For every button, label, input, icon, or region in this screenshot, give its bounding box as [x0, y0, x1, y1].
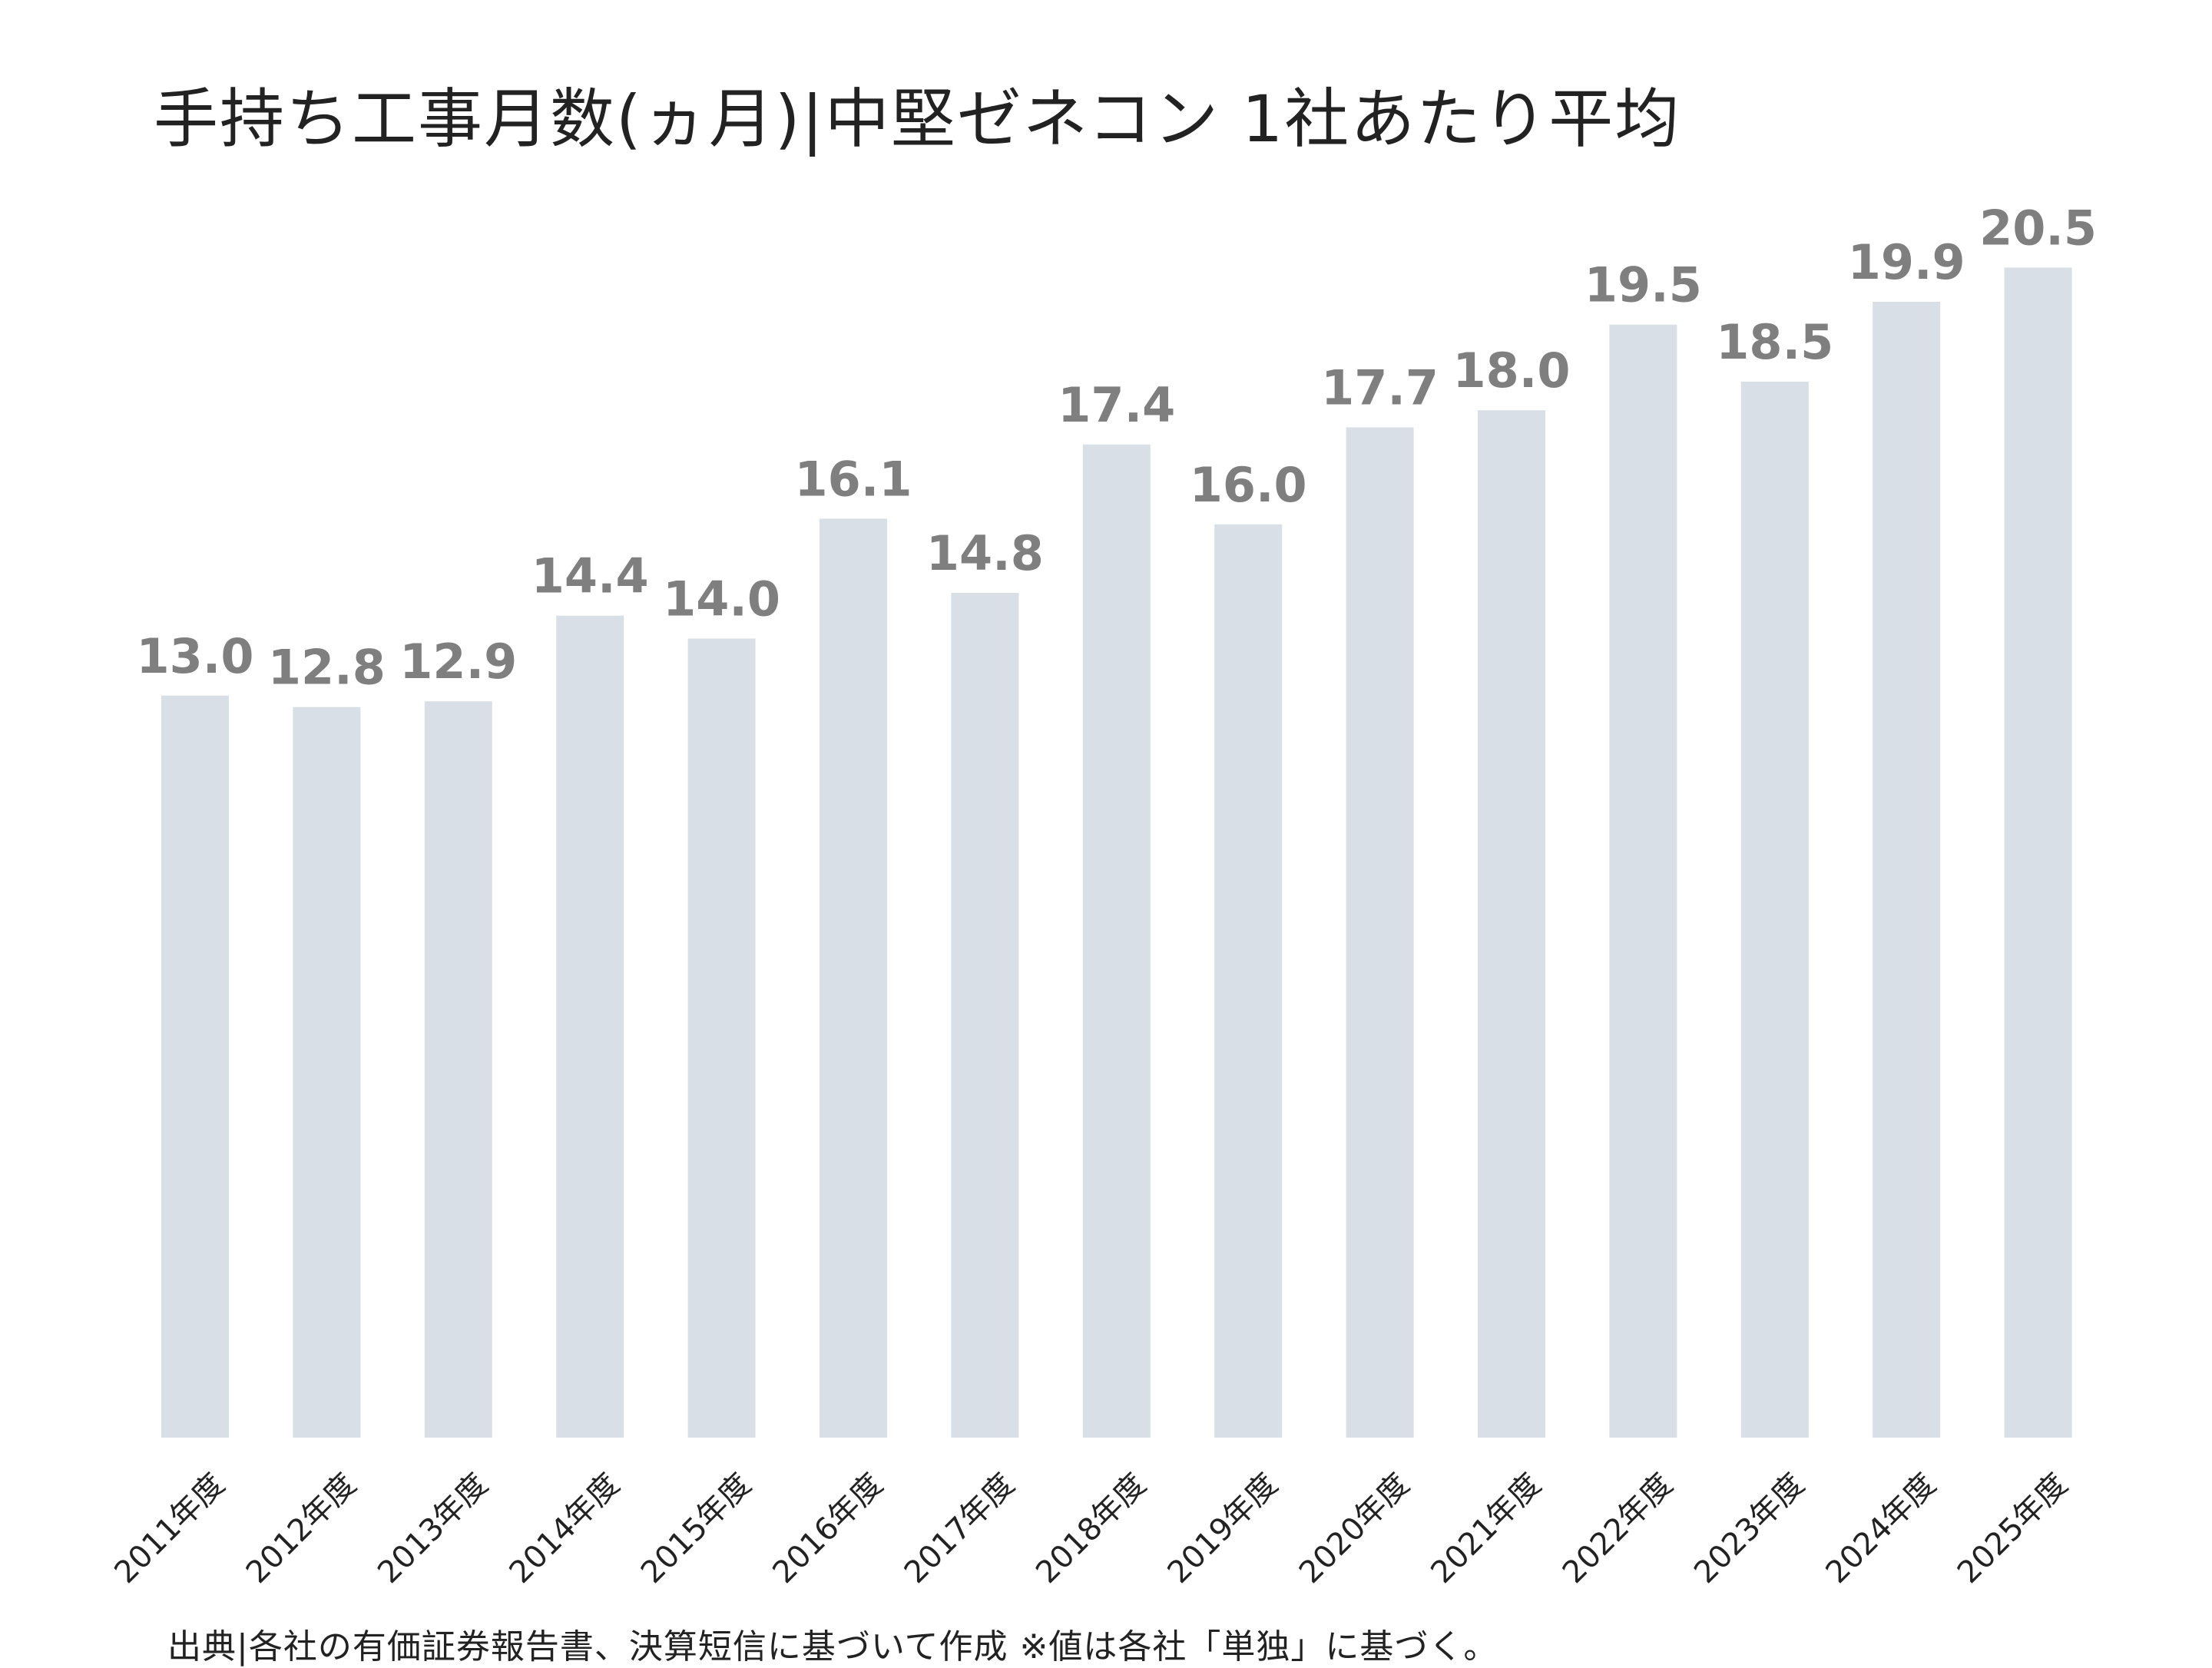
category-label: 2019年度	[1161, 1467, 1285, 1590]
category-label: 2013年度	[371, 1467, 495, 1590]
value-label: 12.9	[399, 634, 517, 690]
bar-2011年度	[161, 695, 229, 1438]
bar-2020年度	[1346, 427, 1414, 1438]
value-label: 19.5	[1584, 257, 1702, 313]
bar-2014年度	[556, 615, 624, 1438]
value-label: 20.5	[1979, 200, 2097, 256]
category-label: 2017年度	[898, 1467, 1022, 1590]
bar-2022年度	[1609, 324, 1677, 1438]
value-label: 12.8	[268, 640, 386, 696]
value-label: 18.5	[1716, 314, 1833, 370]
value-label: 14.8	[926, 525, 1044, 581]
category-label: 2022年度	[1556, 1467, 1680, 1590]
bar-2019年度	[1214, 524, 1283, 1438]
category-label: 2025年度	[1951, 1467, 2075, 1590]
value-labels-layer: 13.0 12.8 12.914.4 14.0 16.114.8 17.4 16.017.7…	[137, 200, 2098, 695]
value-label: 14.0	[663, 571, 780, 627]
value-label: 16.1	[795, 451, 912, 507]
value-label: 18.0	[1453, 343, 1571, 399]
bar-2024年度	[1873, 302, 1941, 1438]
bar-2012年度	[293, 707, 361, 1438]
category-labels-layer: 2011年度 2012年度 2013年度 2014年度 2015年度 2016年度 2017…	[108, 1467, 2075, 1590]
category-label: 2015年度	[634, 1467, 758, 1590]
bar-2025年度	[2004, 267, 2072, 1438]
value-label: 13.0	[137, 628, 254, 684]
value-label: 14.4	[531, 548, 649, 604]
bar-2023年度	[1740, 382, 1809, 1438]
category-label: 2020年度	[1293, 1467, 1416, 1590]
value-label: 16.0	[1190, 457, 1307, 513]
bar-2018年度	[1082, 444, 1151, 1438]
source-note: 出典|各社の有価証券報告書、決算短信に基づいて作成 ※値は各社「単独」に基づく。	[167, 1627, 1498, 1666]
bar-2016年度	[820, 518, 887, 1438]
chart-title: 手持ち工事月数(ヵ月)|中堅ゼネコン 1社あたり平均	[154, 81, 1681, 157]
bar-2017年度	[951, 593, 1019, 1438]
category-label: 2024年度	[1820, 1467, 1943, 1590]
value-label: 17.4	[1058, 377, 1175, 433]
value-label: 19.9	[1848, 234, 1965, 290]
bar-2015年度	[687, 638, 756, 1438]
category-label: 2023年度	[1687, 1467, 1811, 1590]
category-label: 2021年度	[1424, 1467, 1548, 1590]
bar-2021年度	[1478, 410, 1545, 1438]
category-label: 2012年度	[240, 1467, 363, 1590]
category-label: 2014年度	[503, 1467, 627, 1590]
category-label: 2018年度	[1029, 1467, 1153, 1590]
bars-layer	[161, 267, 2072, 1438]
category-label: 2016年度	[766, 1467, 889, 1590]
category-label: 2011年度	[108, 1467, 231, 1590]
bar-2013年度	[424, 701, 492, 1438]
value-label: 17.7	[1321, 360, 1439, 416]
